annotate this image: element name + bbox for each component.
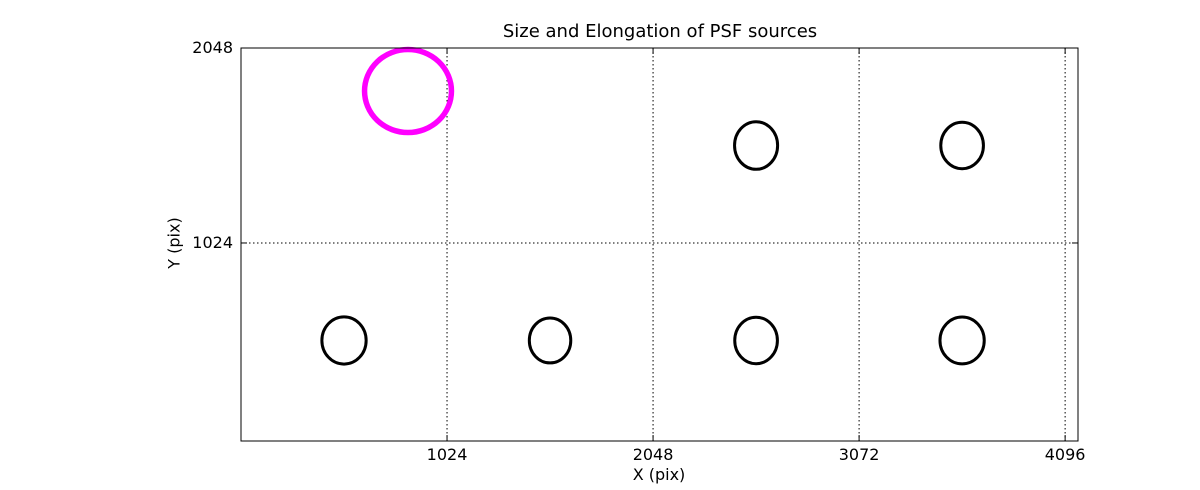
y-axis-label: Y (pix) (164, 217, 184, 269)
chart-title: Size and Elongation of PSF sources (502, 21, 818, 42)
y-tick-label: 2048 (192, 38, 233, 57)
psf-source-ellipse (733, 315, 779, 366)
flagged-psf-source-ellipse (361, 46, 455, 136)
psf-source-ellipse (938, 315, 986, 366)
x-tick-label: 4096 (1045, 445, 1086, 464)
x-tick-label: 3072 (839, 445, 880, 464)
psf-source-ellipse (733, 120, 780, 171)
psf-source-ellipse (939, 120, 985, 171)
x-tick-label: 1024 (427, 445, 468, 464)
y-tick-label: 1024 (192, 233, 233, 252)
axes-frame (240, 47, 1079, 442)
psf-source-ellipse (320, 315, 368, 366)
x-axis-label: X (pix) (632, 465, 686, 484)
x-tick-label: 2048 (633, 445, 674, 464)
psf-source-ellipse (527, 316, 573, 365)
